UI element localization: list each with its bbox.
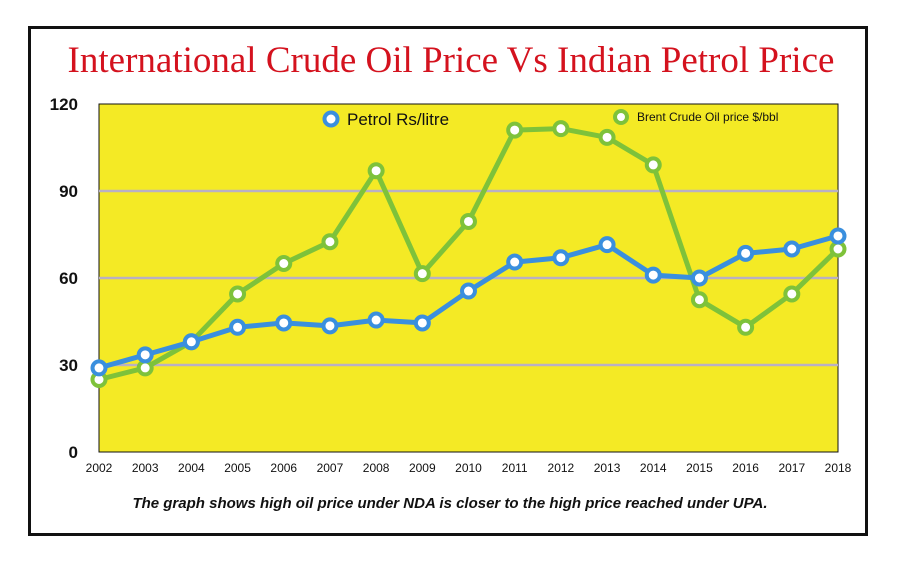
data-point	[783, 240, 801, 258]
x-tick-label: 2008	[363, 461, 390, 475]
data-point	[367, 162, 385, 180]
data-point	[136, 346, 154, 364]
series-petrol	[90, 227, 847, 377]
legend-marker-brent	[613, 109, 629, 125]
series-brent	[90, 120, 847, 388]
x-tick-label: 2012	[548, 461, 575, 475]
data-point	[460, 212, 477, 230]
legend-label-brent: Brent Crude Oil price $/bbl	[637, 110, 778, 124]
legend-label-petrol: Petrol Rs/litre	[347, 110, 449, 129]
axes: 0 30 60 90 120 2002 2003 2004 2005 2006 2007 2008 20…	[50, 95, 852, 475]
data-point	[552, 120, 570, 138]
data-point	[598, 236, 616, 254]
data-point	[506, 253, 524, 271]
data-point	[367, 311, 385, 329]
y-tick-label: 30	[59, 356, 78, 375]
x-tick-label: 2017	[778, 461, 805, 475]
legend-marker-petrol	[322, 110, 340, 128]
data-point	[644, 156, 662, 174]
y-tick-label: 0	[69, 443, 78, 462]
data-point	[829, 227, 847, 245]
x-tick-label: 2014	[640, 461, 667, 475]
x-tick-label: 2003	[132, 461, 159, 475]
x-tick-label: 2007	[317, 461, 344, 475]
x-tick-label: 2018	[825, 461, 852, 475]
data-point	[229, 285, 247, 303]
data-point	[552, 249, 570, 267]
legend: Petrol Rs/litre Brent Crude Oil price $/…	[322, 109, 778, 129]
data-point	[275, 255, 293, 272]
x-tick-label: 2016	[732, 461, 759, 475]
data-point	[690, 269, 708, 287]
data-point	[783, 285, 801, 303]
x-tick-label: 2002	[86, 461, 113, 475]
x-tick-label: 2006	[270, 461, 297, 475]
y-tick-label: 90	[59, 182, 78, 201]
data-point	[275, 314, 293, 332]
chart-caption: The graph shows high oil price under NDA…	[132, 495, 768, 512]
data-point	[229, 318, 247, 336]
data-point	[737, 318, 755, 336]
x-tick-label: 2004	[178, 461, 205, 475]
chart-title: International Crude Oil Price Vs Indian …	[67, 40, 835, 81]
x-tick-label: 2010	[455, 461, 482, 475]
x-tick-label: 2013	[594, 461, 621, 475]
data-point	[321, 317, 339, 335]
x-tick-label: 2009	[409, 461, 436, 475]
x-tick-label: 2005	[224, 461, 251, 475]
data-point	[413, 265, 431, 283]
data-point	[90, 359, 108, 377]
data-point	[506, 121, 524, 139]
data-point	[598, 128, 616, 146]
data-point	[690, 291, 708, 309]
x-tick-label: 2011	[502, 461, 528, 475]
data-point	[413, 314, 431, 332]
data-point	[737, 244, 755, 262]
y-tick-label: 120	[50, 95, 78, 114]
x-tick-label: 2015	[686, 461, 713, 475]
data-point	[644, 266, 662, 284]
data-point	[321, 233, 339, 251]
data-point	[460, 282, 477, 300]
gridlines	[99, 189, 838, 367]
series	[90, 120, 847, 388]
y-tick-label: 60	[59, 269, 78, 288]
data-point	[182, 333, 200, 351]
